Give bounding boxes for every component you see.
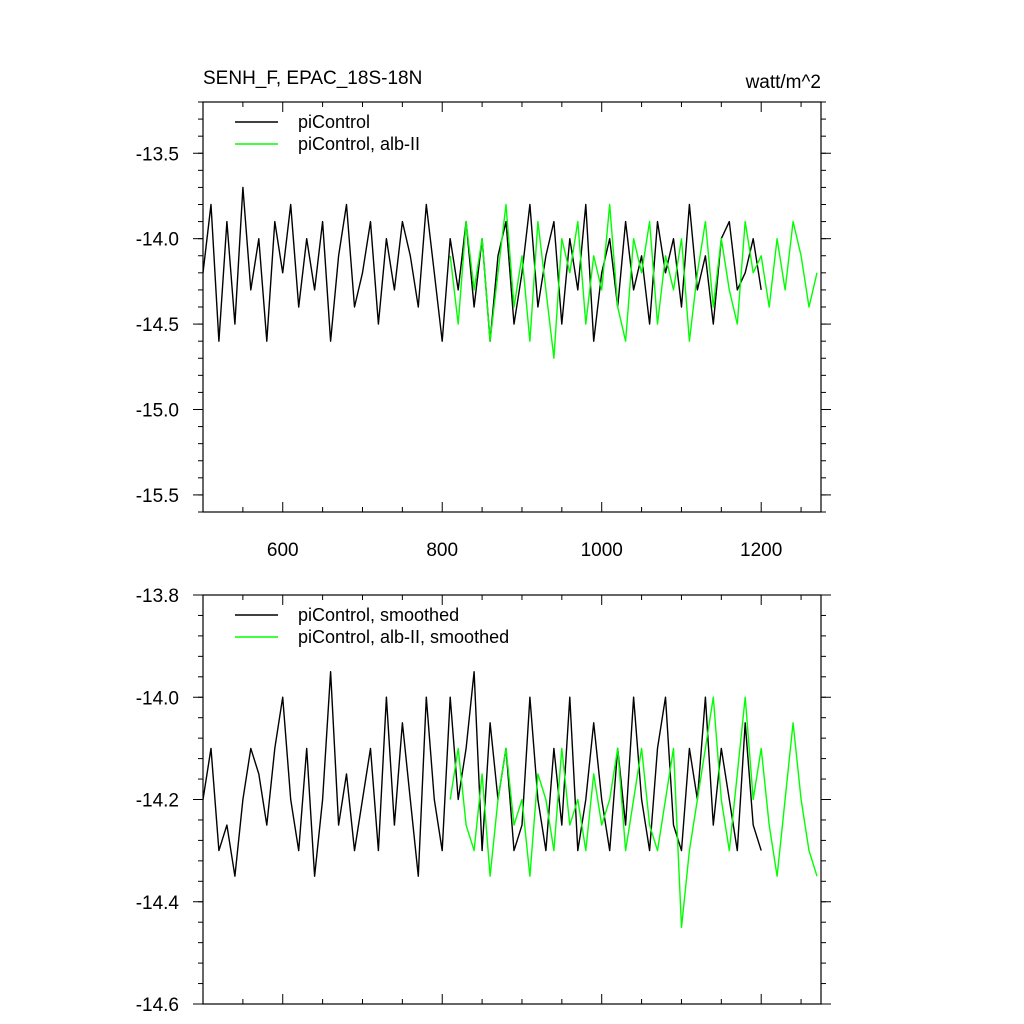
y-tick-label: -15.0 (136, 401, 179, 422)
legend-label: piControl, smoothed (298, 605, 459, 625)
x-tick-label: 1200 (740, 540, 782, 561)
series-line-picontrol (202, 671, 762, 877)
y-tick-label: -14.5 (136, 315, 179, 336)
series-line-picontrol-alb-ii (449, 203, 818, 359)
units-label: watt/m^2 (745, 72, 821, 93)
legend-label: piControl, alb-II (298, 134, 420, 154)
legend-label: piControl, alb-II, smoothed (298, 627, 509, 647)
y-tick-label: -14.0 (136, 688, 179, 709)
legend-label: piControl (298, 112, 370, 132)
y-tick-label: -14.6 (136, 995, 179, 1016)
series-line-picontrol-alb-ii (449, 696, 818, 928)
y-tick-label: -13.5 (136, 144, 179, 165)
y-tick-label: -14.2 (136, 791, 179, 812)
chart-title: SENH_F, EPAC_18S-18N (203, 68, 422, 89)
y-tick-label: -15.5 (136, 486, 179, 507)
x-tick-label: 600 (267, 540, 299, 561)
x-tick-label: 1000 (581, 540, 623, 561)
y-tick-label: -14.4 (136, 893, 180, 914)
y-tick-label: -13.8 (136, 586, 179, 607)
top-panel: 600 800 1000 1200 -13.5 -14.0 -14.5 -15.0 -15.5 p… (136, 68, 831, 561)
y-tick-label: -14.0 (136, 230, 179, 251)
x-tick-label: 800 (426, 540, 458, 561)
bottom-panel: -13.8 -14.0 -14.2 -14.4 -14.6 piControl, smoo… (136, 586, 831, 1016)
